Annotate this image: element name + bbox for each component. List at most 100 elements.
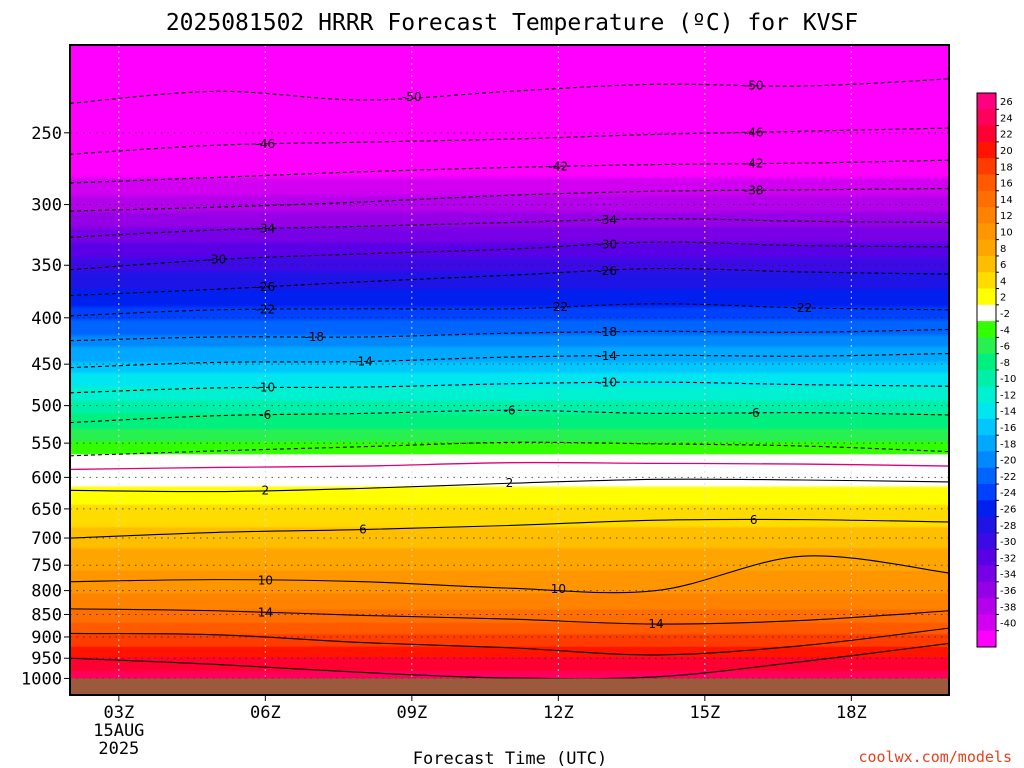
contour-label: -14 xyxy=(597,349,617,363)
colorbar-cell xyxy=(977,516,996,534)
contour-label: -18 xyxy=(304,330,324,344)
contour-label: 6 xyxy=(359,523,367,537)
colorbar-label: 26 xyxy=(1000,97,1013,108)
contour-label: -26 xyxy=(256,280,276,294)
colorbar-cell xyxy=(977,288,996,306)
gridlines xyxy=(70,45,949,695)
colorbar-label: -40 xyxy=(1000,619,1016,630)
contour-line xyxy=(70,478,949,493)
x-axis-label: Forecast Time (UTC) xyxy=(413,749,607,768)
colorbar-label: -20 xyxy=(1000,456,1016,467)
x-tick-date-label: 2025 xyxy=(98,739,139,759)
colorbar-label: -38 xyxy=(1000,602,1016,613)
colorbar-cell xyxy=(977,190,996,208)
colorbar-label: -24 xyxy=(1000,488,1016,499)
colorbar: 26 24 22 20 18 16 14 12 10 8 6 4 2 -2 -4 -6 -8 -10 -12 -14 -… xyxy=(976,92,1016,648)
colorbar-label: -32 xyxy=(1000,553,1016,564)
contour-label: -22 xyxy=(549,300,569,314)
y-tick-label: 400 xyxy=(31,309,62,329)
y-axis-pressure: 250 300 350 400 450 500 550 600 650 700 750 800 850 9… xyxy=(21,124,70,689)
colorbar-label: 6 xyxy=(1000,260,1006,271)
y-tick-label: 650 xyxy=(31,500,62,520)
colorbar-cell xyxy=(977,207,996,224)
colorbar-label: -16 xyxy=(1000,423,1016,434)
colorbar-label: -14 xyxy=(1000,407,1016,418)
colorbar-label: -34 xyxy=(1000,570,1016,581)
colorbar-cell xyxy=(977,386,996,404)
credit-link[interactable]: coolwx.com/models xyxy=(858,748,1012,766)
colorbar-label: -2 xyxy=(1000,309,1010,320)
colorbar-label: -4 xyxy=(1000,325,1010,336)
contour-label: 14 xyxy=(258,605,273,619)
y-tick-label: 450 xyxy=(31,355,62,375)
colorbar-cell xyxy=(977,402,996,420)
colorbar-label: 12 xyxy=(1000,211,1013,222)
colorbar-cell xyxy=(977,125,996,143)
colorbar-cell xyxy=(977,174,996,192)
y-tick-label: 250 xyxy=(31,124,62,144)
colorbar-cell xyxy=(977,565,996,583)
contour-label: -6 xyxy=(748,406,760,420)
y-tick-label: 900 xyxy=(31,628,62,648)
y-tick-label: 750 xyxy=(31,556,62,576)
colorbar-label: -26 xyxy=(1000,505,1016,516)
colorbar-label: 22 xyxy=(1000,130,1013,141)
contour-label: -46 xyxy=(744,125,764,139)
contour-label: -10 xyxy=(256,381,276,395)
x-tick-label: 06Z xyxy=(250,703,281,723)
y-tick-label: 800 xyxy=(31,582,62,602)
chart-title: 2025081502 HRRR Forecast Temperature (ºC… xyxy=(166,10,858,36)
colorbar-label: 2 xyxy=(1000,293,1006,304)
contour-label: -30 xyxy=(207,253,227,267)
temperature-fill xyxy=(70,45,949,695)
colorbar-cell xyxy=(977,337,996,355)
colorbar-cell xyxy=(977,239,996,257)
contour-label: -6 xyxy=(504,403,516,417)
plot-frame xyxy=(69,44,950,696)
x-tick-label: 12Z xyxy=(543,703,574,723)
y-tick-label: 850 xyxy=(31,605,62,625)
colorbar-label: 16 xyxy=(1000,179,1013,190)
colorbar-cell xyxy=(977,255,996,273)
y-tick-label: 950 xyxy=(31,649,62,669)
colorbar-cell xyxy=(977,418,996,436)
y-tick-label: 1000 xyxy=(21,669,62,689)
contour-label: 6 xyxy=(750,513,758,527)
contour-label: 2 xyxy=(506,476,514,490)
colorbar-cell xyxy=(977,353,996,371)
contour-label: -22 xyxy=(793,301,813,315)
contour-label: -42 xyxy=(549,159,569,173)
contour-label: -42 xyxy=(744,157,764,171)
y-tick-label: 500 xyxy=(31,397,62,417)
contour-label: -46 xyxy=(256,137,276,151)
colorbar-label: 18 xyxy=(1000,162,1013,173)
colorbar-cell xyxy=(977,304,996,322)
colorbar-cell xyxy=(977,435,996,452)
colorbar-label: -6 xyxy=(1000,342,1010,353)
contour-lines: -50 -50 -46 -46 -42 -42 -38 -34 -34 -30 -30 -26 -26 -… xyxy=(70,78,949,680)
colorbar-cell xyxy=(977,158,996,175)
y-tick-label: 300 xyxy=(31,196,62,216)
y-tick-label: 600 xyxy=(31,468,62,488)
contour-line xyxy=(70,555,949,594)
colorbar-label: -36 xyxy=(1000,586,1016,597)
colorbar-label: -22 xyxy=(1000,472,1016,483)
colorbar-cell xyxy=(977,614,996,632)
contour-label: -18 xyxy=(597,325,617,339)
y-tick-label: 350 xyxy=(31,256,62,276)
colorbar-label: -30 xyxy=(1000,537,1016,548)
contour-label: -50 xyxy=(744,78,764,92)
colorbar-label: -18 xyxy=(1000,439,1016,450)
colorbar-label: -28 xyxy=(1000,521,1016,532)
x-tick-date-label: 15AUG xyxy=(93,721,144,741)
contour-line xyxy=(70,608,949,625)
plot-body: -50 -50 -46 -46 -42 -42 -38 -34 -34 -30 -30 -26 -26 -… xyxy=(70,45,949,695)
x-tick-label: 03Z xyxy=(103,703,134,723)
contour-label: 14 xyxy=(648,617,663,631)
colorbar-label: 10 xyxy=(1000,228,1013,239)
colorbar-cell xyxy=(977,549,996,567)
contour-label: -6 xyxy=(259,408,271,422)
colorbar-label: 20 xyxy=(1000,146,1013,157)
